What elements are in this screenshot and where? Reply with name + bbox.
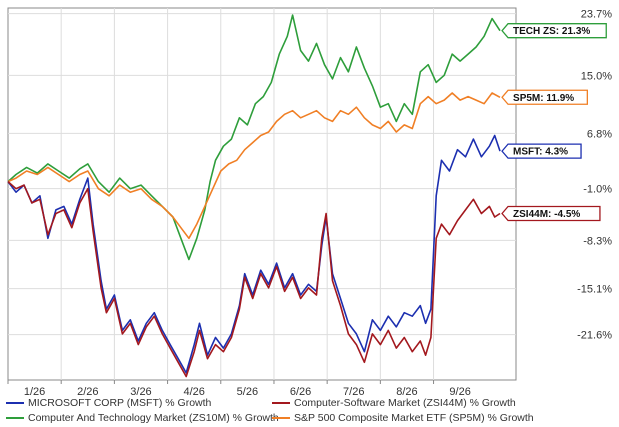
end-label-text: SP5M: 11.9% [513,93,574,104]
x-tick-label: 8/26 [396,386,417,398]
legend-swatch-zs10m [6,417,24,419]
end-label-text: TECH ZS: 21.3% [513,26,590,37]
x-tick-label: 9/26 [449,386,470,398]
series-layer [7,14,501,378]
legend-item-sp5m[interactable]: S&P 500 Composite Market ETF (SP5M) % Gr… [272,412,534,424]
y-axis: 23.7% 15.0% 6.8% -1.0% -8.3% -15.1% -21.6% [577,9,612,342]
y-tick-label: -15.1% [577,284,612,296]
legend-label-sp5m: S&P 500 Composite Market ETF (SP5M) % Gr… [294,412,534,424]
y-tick-label: -8.3% [583,235,612,247]
end-label-box [501,143,582,159]
x-tick-label: 1/26 [24,386,45,398]
series-line-3 [7,181,501,378]
end-label-box [501,205,601,222]
series-line-2 [7,134,501,374]
legend-swatch-sp5m [272,417,290,419]
series-line-0 [7,14,501,261]
end-labels: TECH ZS: 21.3% SP5M: 11.9% MSFT: 4.3% ZSI44… [501,23,607,222]
legend: MICROSOFT CORP (MSFT) % Growth Computer-… [6,397,614,427]
x-tick-label: 4/26 [183,386,204,398]
end-label-text: ZSI44M: -4.5% [513,209,580,220]
legend-label-zs10m: Computer And Technology Market (ZS10M) %… [28,412,279,424]
legend-swatch-msft [6,402,24,404]
end-label-text: MSFT: 4.3% [513,147,568,158]
x-tick-label: 5/26 [237,386,258,398]
x-tick-label: 3/26 [130,386,151,398]
x-tick-label: 2/26 [77,386,98,398]
legend-label-msft: MICROSOFT CORP (MSFT) % Growth [28,397,212,409]
end-label-0: TECH ZS: 21.3% [501,23,607,39]
end-label-2: MSFT: 4.3% [501,143,582,159]
series-line-1 [7,92,501,240]
legend-item-msft[interactable]: MICROSOFT CORP (MSFT) % Growth [6,397,211,409]
legend-label-zsi44m: Computer-Software Market (ZSI44M) % Grow… [294,397,516,409]
legend-item-zs10m[interactable]: Computer And Technology Market (ZS10M) %… [6,412,279,424]
end-label-box [501,23,607,39]
x-tick-label: 7/26 [343,386,364,398]
growth-chart: 23.7% 15.0% 6.8% -1.0% -8.3% -15.1% -21.6% 1/2… [7,7,612,398]
x-tick-label: 6/26 [290,386,311,398]
legend-item-zsi44m[interactable]: Computer-Software Market (ZSI44M) % Grow… [272,397,516,409]
end-label-box [501,89,588,105]
legend-swatch-zsi44m [272,402,290,404]
y-tick-label: 6.8% [587,128,612,140]
y-tick-label: -21.6% [577,330,612,342]
y-tick-label: 15.0% [581,70,612,82]
y-tick-label: -1.0% [583,184,612,196]
end-label-3: ZSI44M: -4.5% [501,205,601,222]
end-label-1: SP5M: 11.9% [501,89,588,105]
y-tick-label: 23.7% [581,9,612,21]
x-axis: 1/26 2/26 3/26 4/26 5/26 6/26 7/26 8/26 9/26 [7,380,471,398]
